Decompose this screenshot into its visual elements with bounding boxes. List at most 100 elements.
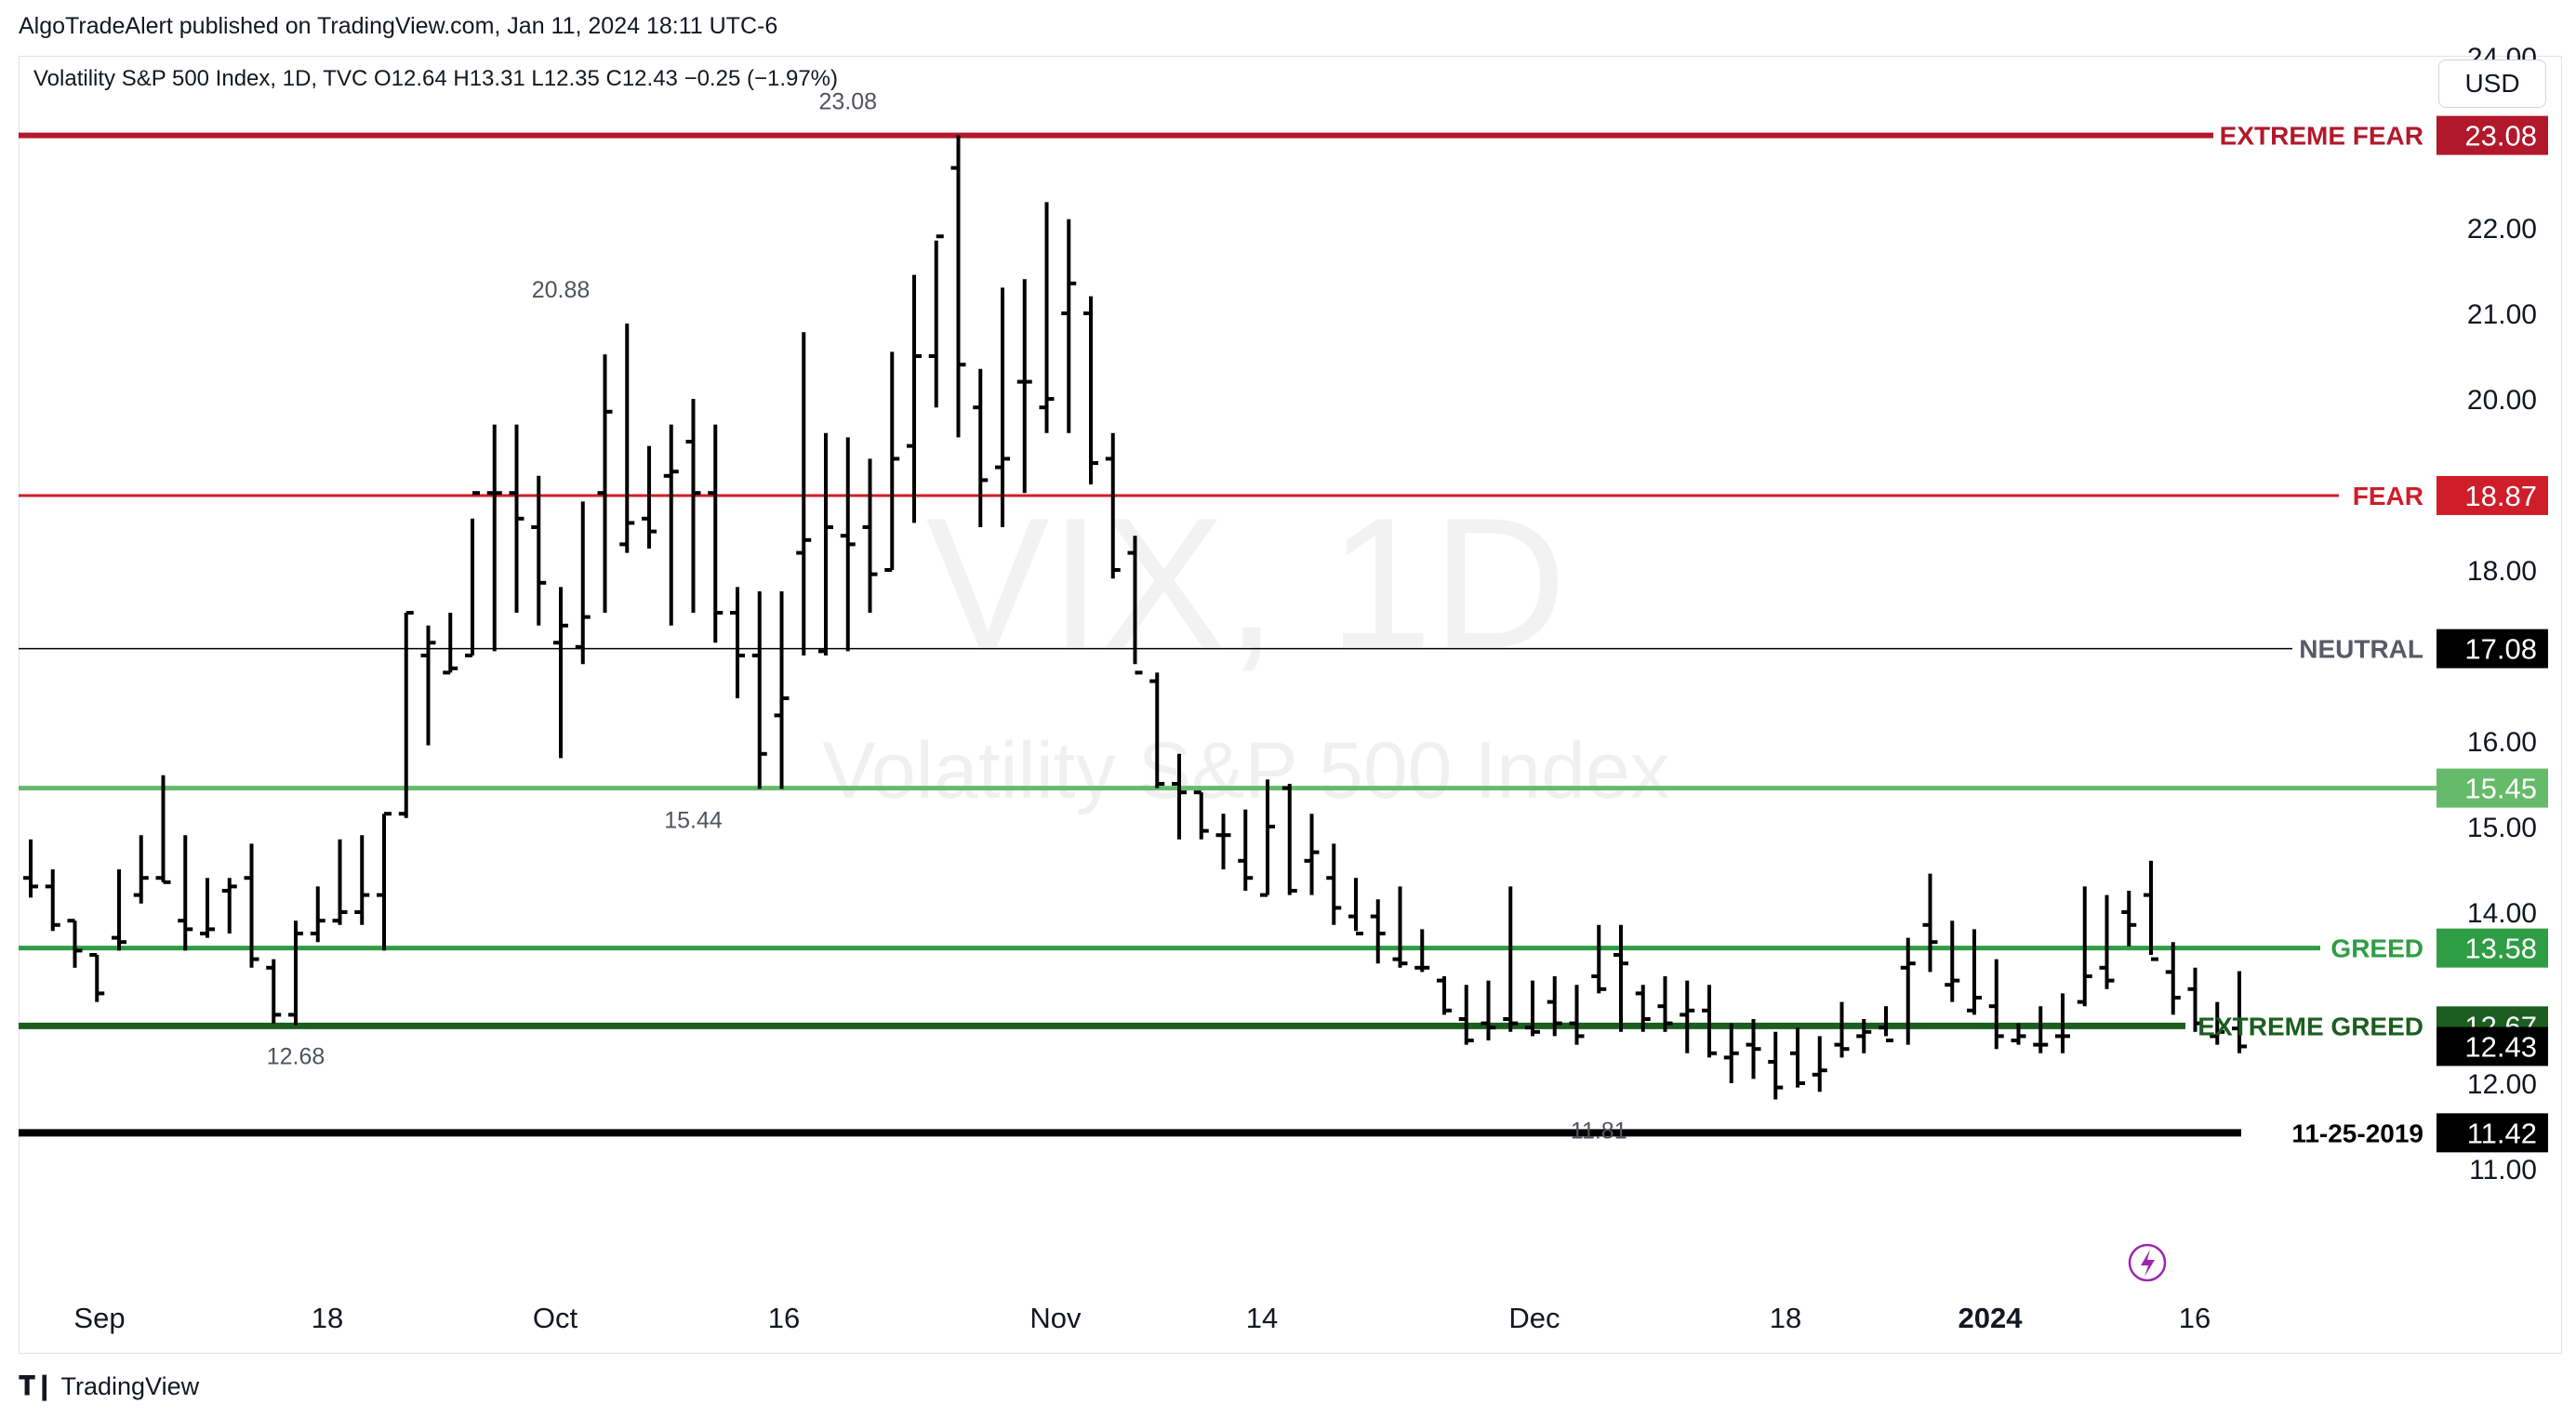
ohlc-bar-44 xyxy=(995,287,1010,527)
x-tick-5: 14 xyxy=(1246,1302,1278,1334)
ohlc-bar-22 xyxy=(509,424,524,613)
ohlc-bar-95 xyxy=(2121,891,2137,947)
lightning-icon[interactable] xyxy=(2128,1243,2167,1282)
ohlc-bar-15 xyxy=(354,835,370,925)
ohlc-bar-36 xyxy=(818,432,833,656)
ohlc-bar-43 xyxy=(973,368,989,527)
x-tick-6: Dec xyxy=(1508,1302,1560,1334)
time-axis[interactable]: Sep 18 Oct 16 Nov 14 Dec 18 2024 16 xyxy=(73,1302,2211,1334)
y-tick-8: 12.00 xyxy=(2467,1069,2537,1100)
ohlc-bar-19 xyxy=(443,613,458,675)
ohlc-bar-74 xyxy=(1657,976,1673,1032)
y-tick-7: 14.00 xyxy=(2467,898,2537,929)
level-tag-bg-1 xyxy=(2437,475,2548,515)
ohlc-bar-85 xyxy=(1900,937,1916,1045)
ohlc-bar-81 xyxy=(1812,1036,1827,1093)
price-axis[interactable]: 24.0022.0021.0020.0018.0016.0015.0014.00… xyxy=(2467,43,2537,1185)
currency-button[interactable]: USD xyxy=(2438,60,2546,108)
ohlc-bar-100 xyxy=(2232,971,2247,1053)
ohlc-bar-66 xyxy=(1481,980,1496,1040)
ohlc-bar-47 xyxy=(1061,219,1077,433)
watermark-name: Volatility S&P 500 Index xyxy=(822,726,1670,815)
ohlc-bar-32 xyxy=(730,587,745,698)
ohlc-bar-54 xyxy=(1215,814,1231,869)
y-tick-6: 15.00 xyxy=(2467,813,2537,843)
ohlc-bar-72 xyxy=(1613,924,1628,1032)
ohlc-bar-98 xyxy=(2187,967,2203,1032)
ohlc-bar-18 xyxy=(420,625,436,746)
level-tag-bg-6 xyxy=(2437,1113,2548,1153)
level-name-0: EXTREME FEAR xyxy=(2220,122,2423,151)
ohlc-bar-20 xyxy=(465,491,480,657)
x-tick-0: Sep xyxy=(73,1302,125,1334)
ohlc-bar-30 xyxy=(685,399,701,613)
ohlc-bar-2 xyxy=(67,919,83,968)
ohlc-bar-63 xyxy=(1414,929,1430,973)
ohlc-bar-59 xyxy=(1326,843,1342,925)
ohlc-bar-23 xyxy=(531,475,547,626)
ohlc-bar-0 xyxy=(23,839,38,898)
ohlc-bar-29 xyxy=(663,424,679,626)
ohlc-bar-42 xyxy=(950,135,966,438)
level-lines xyxy=(19,132,2438,1137)
level-tag-4: 13.58 xyxy=(2464,933,2537,965)
ohlc-bar-79 xyxy=(1768,1031,1784,1100)
ohlc-bar-10 xyxy=(244,843,259,968)
ohlc-bar-51 xyxy=(1149,672,1165,788)
ohlc-bar-61 xyxy=(1370,899,1386,964)
ohlc-bar-58 xyxy=(1304,814,1320,895)
ohlc-bar-4 xyxy=(112,869,126,951)
ohlc-bar-70 xyxy=(1569,985,1585,1045)
watermark-symbol: VIX, 1D xyxy=(925,480,1566,687)
ohlc-bar-99 xyxy=(2210,1001,2225,1045)
y-tick-2: 21.00 xyxy=(2467,299,2537,330)
ohlc-bar-3 xyxy=(89,953,105,1002)
ohlc-bar-69 xyxy=(1547,976,1562,1037)
price-bars xyxy=(23,135,2247,1100)
ohlc-bar-77 xyxy=(1723,1023,1739,1083)
ohlc-bar-33 xyxy=(751,591,767,789)
symbol-legend: Volatility S&P 500 Index, 1D, TVC O12.64… xyxy=(33,66,838,91)
tradingview-logo-icon: 𝐓❙ xyxy=(19,1371,55,1400)
ohlc-bar-93 xyxy=(2077,886,2092,1007)
ohlc-bar-31 xyxy=(708,424,724,643)
level-tag-3: 15.45 xyxy=(2464,773,2537,805)
ohlc-bar-87 xyxy=(1945,920,1960,1002)
x-tick-9: 16 xyxy=(2179,1302,2211,1334)
ohlc-bar-48 xyxy=(1083,296,1098,484)
ohlc-bar-89 xyxy=(1988,959,2004,1050)
tradingview-footer: 𝐓❙ TradingView xyxy=(19,1371,199,1402)
x-tick-2: Oct xyxy=(533,1302,578,1334)
high-low-label-4: 11.81 xyxy=(1571,1118,1627,1144)
ohlc-bar-5 xyxy=(133,835,149,904)
ohlc-bar-21 xyxy=(486,424,502,652)
level-tag-bg-2 xyxy=(2437,629,2548,669)
ohlc-bar-9 xyxy=(221,878,237,934)
ohlc-bar-86 xyxy=(1922,873,1938,973)
publisher-header: AlgoTradeAlert published on TradingView.… xyxy=(19,13,778,39)
ohlc-bar-46 xyxy=(1039,202,1055,433)
ohlc-bar-39 xyxy=(884,351,900,572)
ohlc-bar-25 xyxy=(575,501,591,665)
y-tick-9: 11.00 xyxy=(2469,1155,2537,1185)
ohlc-bar-7 xyxy=(178,835,193,951)
ohlc-bar-37 xyxy=(840,437,856,652)
level-name-5: EXTREME GREED xyxy=(2198,1012,2423,1040)
ohlc-bar-96 xyxy=(2144,860,2158,961)
ohlc-bar-84 xyxy=(1879,1006,1893,1042)
y-tick-1: 22.00 xyxy=(2467,214,2537,245)
level-tag-bg-3 xyxy=(2437,768,2548,808)
ohlc-bar-92 xyxy=(2055,993,2070,1053)
ohlc-bar-34 xyxy=(774,591,790,789)
ohlc-bar-38 xyxy=(862,458,878,613)
ohlc-bar-45 xyxy=(1016,279,1032,494)
x-tick-3: 16 xyxy=(768,1302,800,1334)
ohlc-bar-57 xyxy=(1281,784,1297,895)
ohlc-bar-50 xyxy=(1127,536,1143,675)
ohlc-bar-62 xyxy=(1392,886,1408,968)
ohlc-bar-78 xyxy=(1746,1019,1761,1079)
ohlc-bar-65 xyxy=(1458,985,1474,1045)
high-low-label-3: 12.68 xyxy=(267,1043,325,1069)
ohlc-bar-68 xyxy=(1525,980,1540,1037)
